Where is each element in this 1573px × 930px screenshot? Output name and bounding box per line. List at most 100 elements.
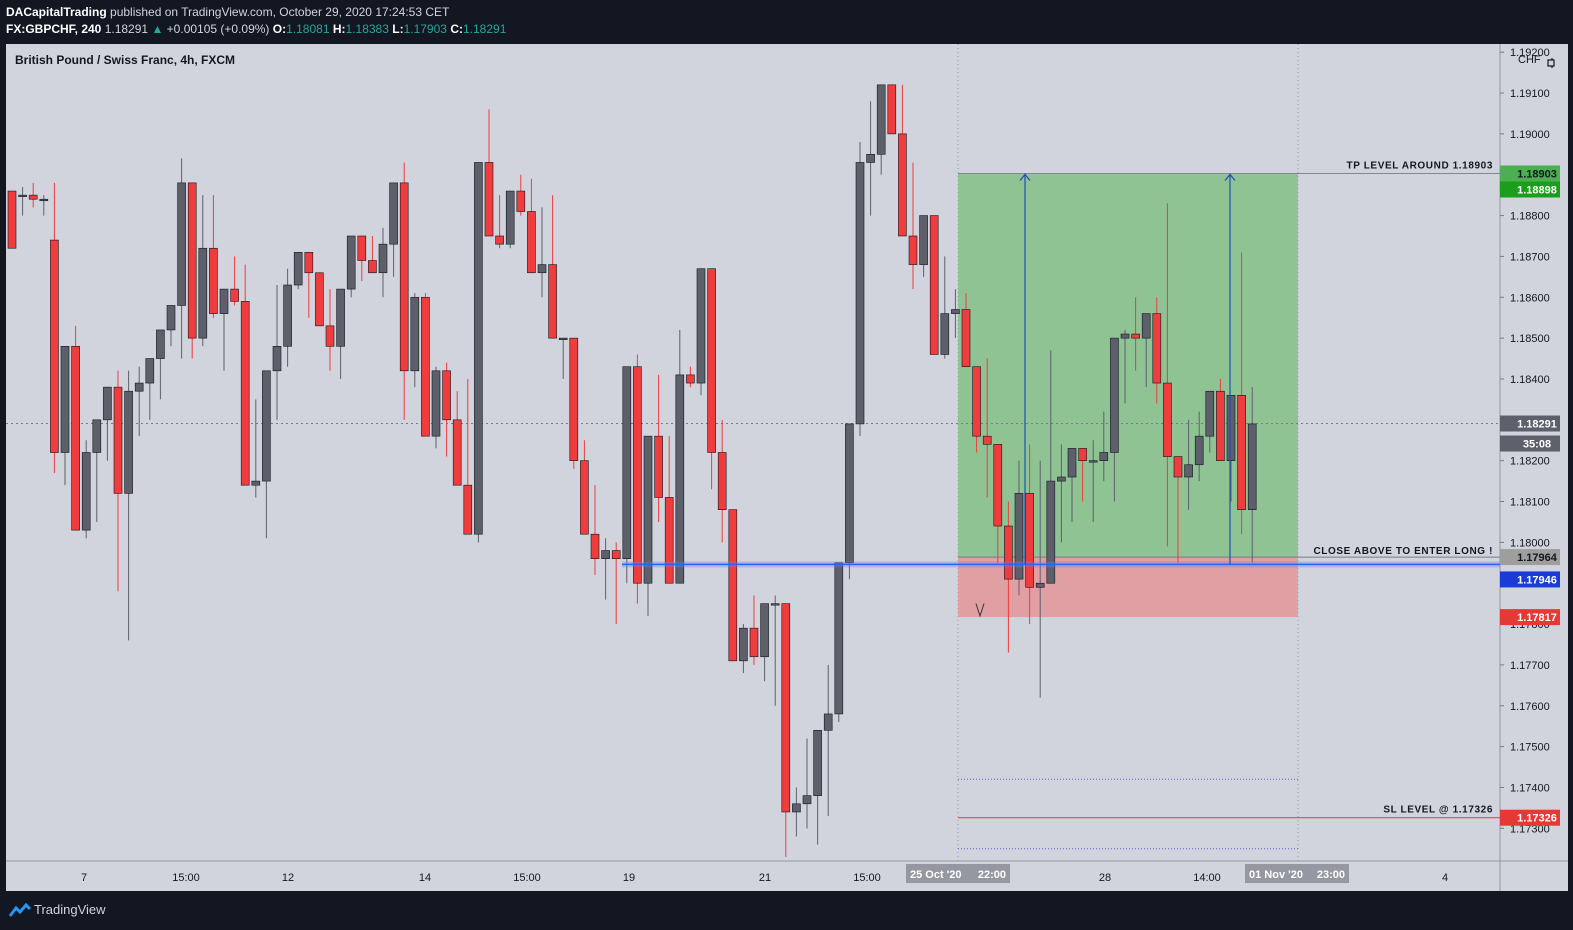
price-tick-label: 1.17500 <box>1510 742 1550 754</box>
candle-body <box>283 284 292 347</box>
price-chart[interactable]: TP LEVEL AROUND 1.18903 CLOSE ABOVE TO EN… <box>0 42 1573 893</box>
candle-body <box>81 452 91 531</box>
candle-body <box>929 215 939 355</box>
price-tick-label: 1.19000 <box>1510 129 1550 141</box>
close-label: C: <box>450 22 463 36</box>
tradingview-logo-icon[interactable] <box>8 902 32 920</box>
price-label-box <box>1500 415 1560 432</box>
candle-body <box>1088 460 1098 463</box>
candle-body <box>940 313 950 355</box>
candle-body <box>399 182 409 372</box>
candle-body <box>601 550 610 560</box>
candle-body <box>590 533 600 560</box>
candle-body <box>887 84 897 135</box>
candle-body <box>463 484 473 535</box>
time-tick-label: 15:00 <box>513 872 541 884</box>
candle-body <box>92 419 102 453</box>
candle-body <box>654 435 663 498</box>
price-label-box <box>1500 549 1560 566</box>
candle-body <box>28 194 38 200</box>
brand-name[interactable]: TradingView <box>34 902 106 917</box>
price-label-timer: 35:08 <box>1523 438 1551 450</box>
sl-annotation: SL LEVEL @ 1.17326 <box>1383 805 1493 816</box>
price-tick-label: 1.18000 <box>1510 537 1550 549</box>
candle-body <box>664 497 674 584</box>
candle-body <box>1194 435 1204 466</box>
candle-body <box>919 215 928 265</box>
candle-body <box>103 386 112 421</box>
up-arrow-icon: ▲ <box>151 22 164 36</box>
candle-body <box>39 198 49 202</box>
drawings[interactable]: TP LEVEL AROUND 1.18903 CLOSE ABOVE TO EN… <box>622 160 1500 850</box>
candle-body <box>1046 480 1056 584</box>
candle-body <box>251 480 261 486</box>
candle-body <box>961 309 971 368</box>
settings-icon[interactable] <box>1547 58 1555 68</box>
candle-body <box>315 272 324 327</box>
candle-body <box>781 603 791 813</box>
price-label-box <box>1500 809 1560 826</box>
loss-zone <box>958 557 1298 618</box>
candle-body <box>134 382 144 392</box>
candle-body <box>580 460 589 535</box>
price-tick-label: 1.17700 <box>1510 660 1550 672</box>
candle-body <box>823 713 833 731</box>
candle-body <box>1141 313 1151 339</box>
candle-body <box>1099 452 1109 461</box>
candle-body <box>855 162 865 425</box>
candle-body <box>866 153 875 163</box>
header: DACapitalTrading published on TradingVie… <box>0 0 1573 42</box>
candle-body <box>1247 423 1257 510</box>
candle-body <box>495 235 504 245</box>
candle-body <box>1184 464 1193 478</box>
time-tick-label: 4 <box>1442 872 1448 884</box>
candle-body <box>1237 395 1246 510</box>
candle-body <box>1131 333 1140 339</box>
candle-body <box>972 366 981 437</box>
candle-body <box>166 305 176 331</box>
arrow-down-icon <box>975 603 985 618</box>
candle-body <box>50 239 59 453</box>
profit-zone <box>958 173 1298 558</box>
candle-body <box>346 235 356 290</box>
candle-body <box>209 247 218 314</box>
time-tick-label: 12 <box>282 872 294 884</box>
candle-body <box>1120 333 1130 339</box>
chart-title: British Pound / Swiss Franc, 4h, FXCM <box>15 53 235 67</box>
candle-body <box>230 288 239 302</box>
price-tick-label: 1.18100 <box>1510 497 1550 509</box>
price-change: +0.00105 (+0.09%) <box>166 22 270 36</box>
candle-body <box>611 550 621 560</box>
price-label-box <box>1500 609 1560 626</box>
tp-annotation: TP LEVEL AROUND 1.18903 <box>1347 160 1493 171</box>
candle-body <box>717 452 727 510</box>
candle-body <box>177 182 186 306</box>
candle-body <box>18 194 27 197</box>
candle-body <box>558 337 568 340</box>
price-label-box <box>1500 571 1560 588</box>
open-label: O: <box>272 22 287 36</box>
candle-body <box>304 252 314 274</box>
time-highlight-time: 23:00 <box>1317 869 1345 881</box>
price-label-entry: 1.17964 <box>1517 552 1558 564</box>
candle-body <box>908 235 918 265</box>
candle-body <box>431 370 441 437</box>
time-tick-label: 19 <box>623 872 635 884</box>
time-highlight-box <box>1245 864 1349 883</box>
currency-label: CHF <box>1518 54 1541 66</box>
low-value: 1.17903 <box>403 22 447 36</box>
candle-body <box>442 370 451 421</box>
candle-body <box>622 366 632 560</box>
candle-body <box>1110 337 1119 453</box>
candle-body <box>1205 390 1215 437</box>
price-tick-label: 1.17300 <box>1510 823 1550 835</box>
candle-body <box>1067 448 1077 478</box>
candle-body <box>1035 582 1045 588</box>
entry-annotation: CLOSE ABOVE TO ENTER LONG ! <box>1313 546 1493 557</box>
candle-body <box>982 435 992 445</box>
author-name[interactable]: DACapitalTrading <box>6 5 107 19</box>
candle-body <box>834 562 844 715</box>
candle-body <box>643 435 653 584</box>
candle-body <box>240 301 250 486</box>
